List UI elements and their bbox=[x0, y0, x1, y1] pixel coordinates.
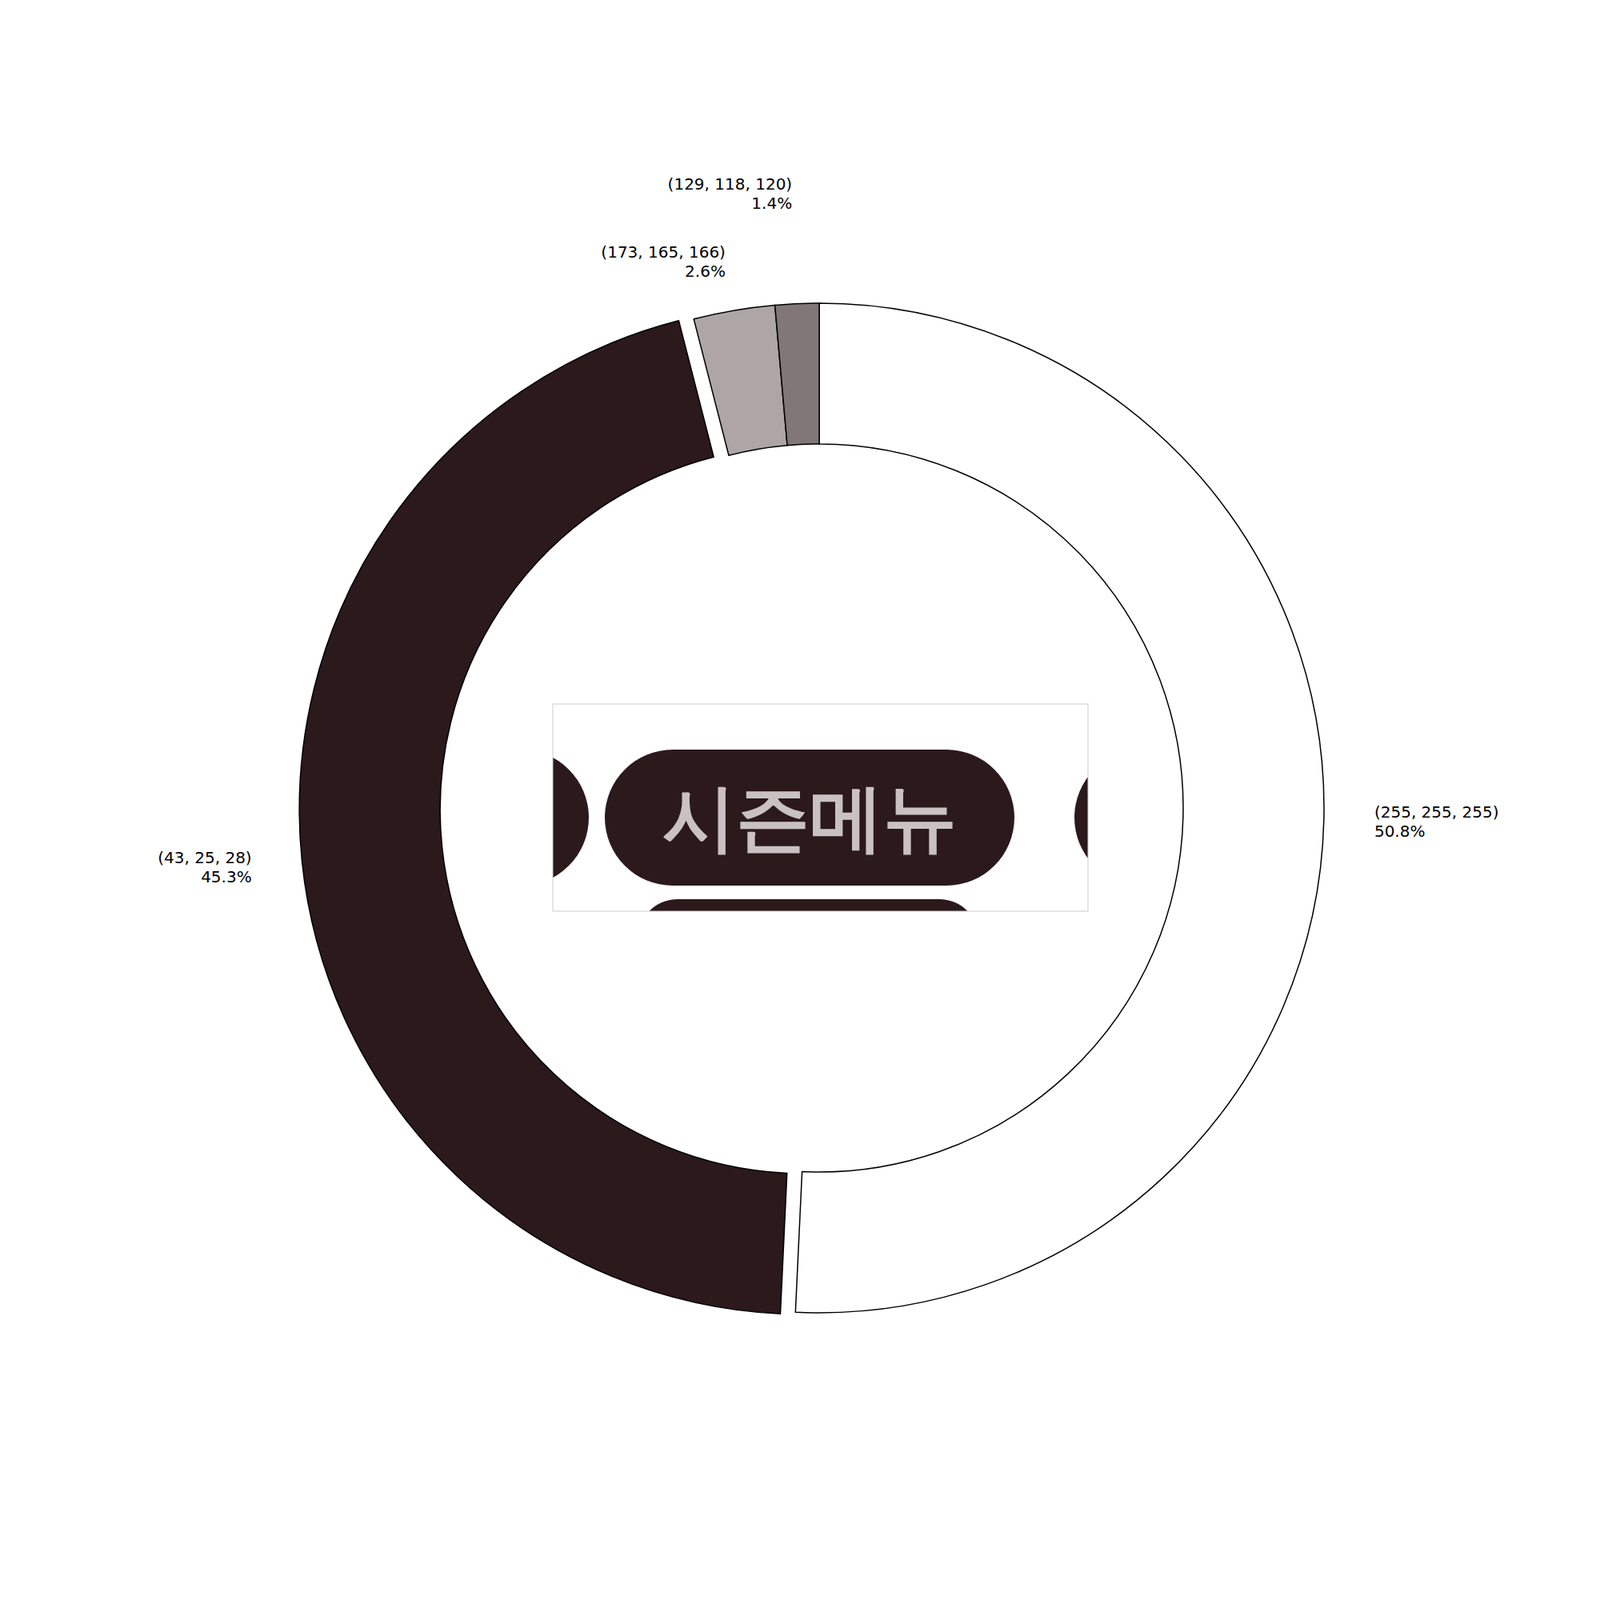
pill-main[interactable] bbox=[604, 749, 1015, 886]
center-image: 시즌메뉴 bbox=[444, 704, 1235, 980]
slice-label: (43, 25, 28)45.3% bbox=[157, 848, 252, 887]
pill-right bbox=[1074, 749, 1088, 886]
slice-label: (129, 118, 120)1.4% bbox=[668, 174, 793, 213]
category-label: (173, 165, 166) bbox=[600, 242, 726, 262]
pill-left bbox=[552, 749, 589, 886]
value-label: 1.4% bbox=[751, 193, 792, 213]
image-border bbox=[552, 704, 1088, 912]
chart-svg: (255, 255, 255)50.8% (43, 25, 28)45.3% (17… bbox=[0, 0, 1600, 1600]
category-label: (255, 255, 255) bbox=[1374, 802, 1500, 822]
image-text: 시즌메뉴 bbox=[662, 775, 957, 861]
labels: (255, 255, 255)50.8% (43, 25, 28)45.3% (17… bbox=[157, 174, 1499, 887]
image-background bbox=[552, 704, 1088, 912]
slice bbox=[775, 303, 820, 446]
category-label: (43, 25, 28) bbox=[157, 848, 252, 868]
value-label: 45.3% bbox=[200, 867, 252, 887]
image-content: 시즌메뉴 bbox=[552, 749, 1088, 912]
pill-bottom bbox=[637, 899, 980, 912]
slice-label: (255, 255, 255)50.8% bbox=[1374, 802, 1500, 841]
value-label: 2.6% bbox=[684, 261, 726, 281]
slice-label: (173, 165, 166)2.6% bbox=[600, 242, 726, 281]
slice bbox=[693, 304, 788, 456]
slices bbox=[299, 303, 1324, 1314]
value-label: 50.8% bbox=[1374, 821, 1426, 841]
category-label: (129, 118, 120) bbox=[668, 174, 793, 194]
chart-wrap: (255, 255, 255)50.8% (43, 25, 28)45.3% (17… bbox=[0, 0, 1600, 1600]
